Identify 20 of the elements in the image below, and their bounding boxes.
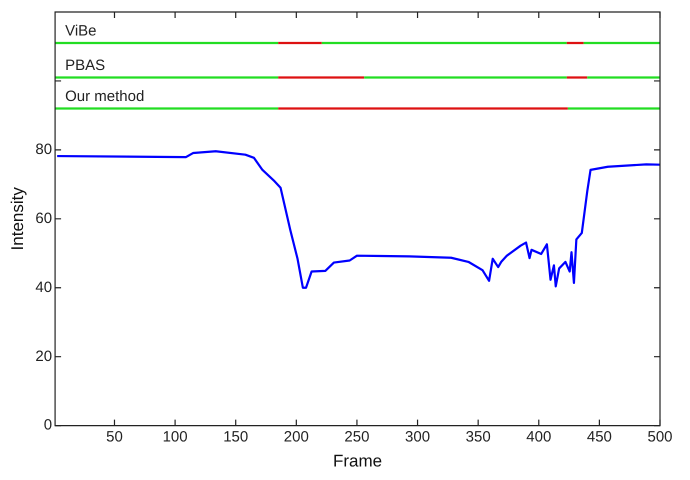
y-tick-label: 40 [35, 278, 52, 296]
x-tick-label: 50 [106, 428, 123, 446]
x-tick-label: 150 [223, 428, 248, 446]
x-tick-label: 350 [466, 428, 491, 446]
y-tick-label: 0 [44, 416, 52, 434]
series-label: ViBe [65, 22, 97, 40]
x-tick-label: 300 [405, 428, 430, 446]
y-axis-title: Intensity [8, 186, 27, 250]
y-tick-label: 60 [35, 210, 52, 227]
y-tick-label: 20 [35, 348, 52, 365]
x-tick-label: 100 [162, 428, 188, 446]
series-label: Our method [65, 88, 144, 106]
y-tick-label: 80 [35, 141, 52, 158]
x-tick-label: 450 [586, 428, 612, 446]
x-tick-label: 200 [284, 428, 309, 446]
x-tick-label: 250 [344, 428, 370, 446]
x-axis-title: Frame [332, 451, 382, 470]
series-label: PBAS [65, 57, 106, 74]
x-tick-label: 400 [526, 428, 552, 446]
x-tick-label: 500 [647, 428, 673, 446]
